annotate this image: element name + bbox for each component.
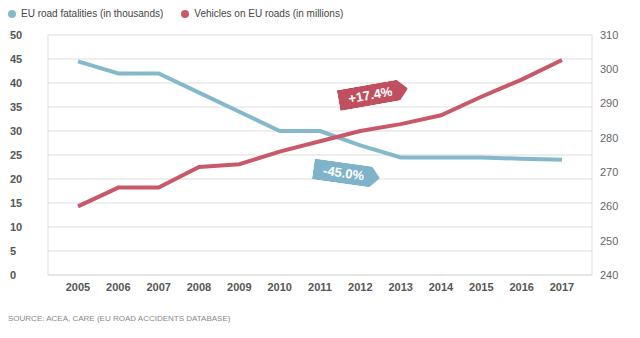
html-text:SOURCE: ACEA, CARE (EU ROAD AC: SOURCE: ACEA, CARE (EU ROAD ACCIDENTS DA…	[8, 314, 231, 323]
svg-text:240: 240	[600, 269, 618, 281]
svg-text:20: 20	[10, 173, 22, 185]
svg-text:25: 25	[10, 149, 22, 161]
svg-text:50: 50	[10, 29, 22, 41]
svg-text:2007: 2007	[146, 281, 170, 293]
svg-text:15: 15	[10, 197, 22, 209]
svg-text:2017: 2017	[550, 281, 574, 293]
svg-text:2013: 2013	[388, 281, 412, 293]
svg-text:310: 310	[600, 29, 618, 41]
html-text:EU road fatalities (in thousan: EU road fatalities (in thousands)	[21, 8, 164, 19]
svg-text:40: 40	[10, 77, 22, 89]
svg-text:2009: 2009	[227, 281, 251, 293]
svg-text:2008: 2008	[187, 281, 211, 293]
svg-text:280: 280	[600, 132, 618, 144]
svg-text:0: 0	[10, 269, 16, 281]
html-text:+17.4%: +17.4%	[347, 83, 394, 107]
svg-text:30: 30	[10, 125, 22, 137]
html-text:-45.0%: -45.0%	[322, 162, 366, 184]
svg-text:300: 300	[600, 63, 618, 75]
svg-text:5: 5	[10, 245, 16, 257]
svg-text:10: 10	[10, 221, 22, 233]
svg-text:2005: 2005	[66, 281, 90, 293]
svg-text:45: 45	[10, 53, 22, 65]
svg-text:2016: 2016	[509, 281, 533, 293]
svg-text:290: 290	[600, 97, 618, 109]
svg-text:2011: 2011	[308, 281, 332, 293]
svg-text:2012: 2012	[348, 281, 372, 293]
svg-text:250: 250	[600, 235, 618, 247]
svg-text:260: 260	[600, 200, 618, 212]
svg-text:270: 270	[600, 166, 618, 178]
svg-text:2015: 2015	[469, 281, 493, 293]
svg-text:2006: 2006	[106, 281, 130, 293]
svg-text:35: 35	[10, 101, 22, 113]
svg-text:2014: 2014	[429, 281, 454, 293]
html-text:Vehicles on EU roads (in milli: Vehicles on EU roads (in millions)	[194, 8, 344, 19]
svg-text:2010: 2010	[267, 281, 291, 293]
